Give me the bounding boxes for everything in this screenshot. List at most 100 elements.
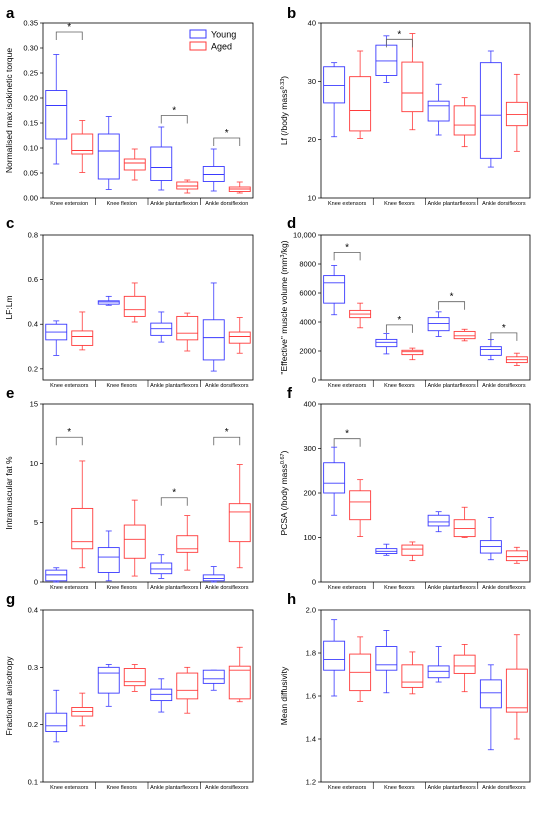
box-iqr [71, 133, 94, 155]
box-aged-3 [505, 73, 528, 152]
box-iqr [45, 90, 68, 140]
x-tick-label: Knee flexors [384, 383, 415, 389]
x-tick-label: Knee flexors [384, 585, 415, 591]
panel-g: g Knee extensors Knee flexors Ankle plantar… [4, 591, 254, 791]
significance-marker: * [502, 323, 506, 334]
panel-letter: c [6, 215, 14, 232]
box-aged-1 [123, 148, 146, 181]
significance-bracket: * [160, 488, 188, 506]
box-iqr [401, 61, 424, 113]
panel-h: h Knee extensors Knee flexors Ankle plantar… [279, 591, 531, 791]
x-tick-label: Ankle plantarflexors [150, 585, 199, 591]
box-iqr [323, 275, 346, 304]
x-tick-label: Knee extensors [328, 785, 366, 791]
box-young-2 [150, 554, 173, 579]
box-aged-3 [505, 352, 528, 366]
box-aged-2 [453, 506, 476, 538]
box-aged-0 [71, 692, 94, 727]
y-tick-label: 10 [30, 459, 38, 468]
significance-bracket: * [333, 429, 361, 447]
box-aged-0 [349, 50, 372, 139]
box-iqr [401, 544, 424, 556]
significance-marker: * [225, 128, 229, 139]
box-iqr [479, 679, 502, 709]
y-tick-label: 0.8 [28, 231, 38, 240]
x-tick-label: Ankle dorsiflexors [205, 585, 249, 591]
y-axis-label-text: LF:Lm [4, 295, 14, 319]
y-tick-label: 1.8 [306, 649, 316, 658]
box-young-2 [150, 678, 173, 713]
box-iqr [202, 319, 225, 361]
y-tick-label: 0.15 [23, 119, 38, 128]
box-aged-3 [228, 181, 251, 194]
y-tick-label: 1.2 [306, 778, 316, 787]
box-iqr [401, 349, 424, 356]
significance-marker: * [397, 29, 401, 40]
box-iqr [123, 158, 146, 171]
panel-letter: b [287, 5, 296, 22]
box-iqr [401, 664, 424, 688]
y-axis-label-text: Lf (/body mass [279, 89, 289, 145]
significance-bracket: * [213, 128, 241, 146]
box-young-2 [150, 311, 173, 343]
box-young-1 [97, 295, 120, 306]
box-iqr [323, 66, 346, 104]
y-tick-label: 30 [308, 77, 316, 86]
significance-marker: * [67, 427, 71, 438]
y-axis-label-superscript: 0.67 [280, 453, 286, 464]
box-aged-1 [123, 282, 146, 323]
box-aged-1 [401, 347, 424, 361]
box-iqr [228, 503, 251, 543]
x-tick-label: Knee flexors [106, 383, 137, 389]
significance-bracket: * [55, 427, 83, 446]
significance-bracket: * [490, 323, 518, 341]
legend: Young Aged [189, 29, 236, 52]
x-tick-label: Knee flexors [384, 785, 415, 791]
panel-letter: f [287, 385, 293, 402]
box-aged-2 [176, 515, 199, 571]
box-young-2 [150, 126, 173, 191]
y-tick-label: 0.4 [28, 320, 38, 329]
box-young-1 [97, 664, 120, 707]
box-young-3 [479, 338, 502, 361]
significance-bracket: * [55, 22, 83, 40]
box-young-3 [479, 517, 502, 561]
box-aged-1 [401, 33, 424, 131]
y-tick-label: 0.20 [23, 94, 38, 103]
x-tick-label: Ankle plantarflexors [427, 383, 476, 389]
box-iqr [202, 669, 225, 684]
y-tick-label: 20 [308, 135, 316, 144]
y-tick-label: 0 [312, 376, 316, 385]
box-iqr [453, 105, 476, 136]
panel-letter: g [6, 591, 15, 608]
box-iqr [202, 166, 225, 182]
y-tick-label: 100 [303, 533, 316, 542]
significance-marker: * [345, 242, 349, 253]
significance-line [385, 324, 413, 333]
significance-line [385, 38, 413, 48]
box-aged-3 [505, 546, 528, 564]
box-young-2 [427, 511, 450, 533]
y-tick-label: 0 [312, 578, 316, 587]
box-young-3 [479, 664, 502, 751]
significance-marker: * [67, 22, 71, 33]
y-axis-label: "Effective" muscle volume (mm3/kg) [279, 240, 289, 374]
box-aged-3 [228, 317, 251, 354]
box-iqr [323, 640, 346, 671]
box-iqr [45, 712, 68, 732]
significance-line [438, 301, 466, 310]
box-aged-2 [453, 644, 476, 693]
x-tick-label: Knee extensors [328, 201, 366, 207]
significance-marker: * [345, 429, 349, 440]
y-tick-label: 0.3 [28, 663, 38, 672]
box-iqr [453, 654, 476, 674]
box-young-0 [323, 446, 346, 516]
box-iqr [123, 668, 146, 687]
legend-swatch-young [189, 29, 207, 39]
x-tick-label: Ankle dorsiflexors [482, 383, 526, 389]
box-iqr [375, 338, 398, 348]
panel-a: a Knee extension Knee flexion Ankle plantar… [4, 5, 254, 207]
box-young-0 [323, 62, 346, 138]
box-aged-0 [71, 120, 94, 173]
